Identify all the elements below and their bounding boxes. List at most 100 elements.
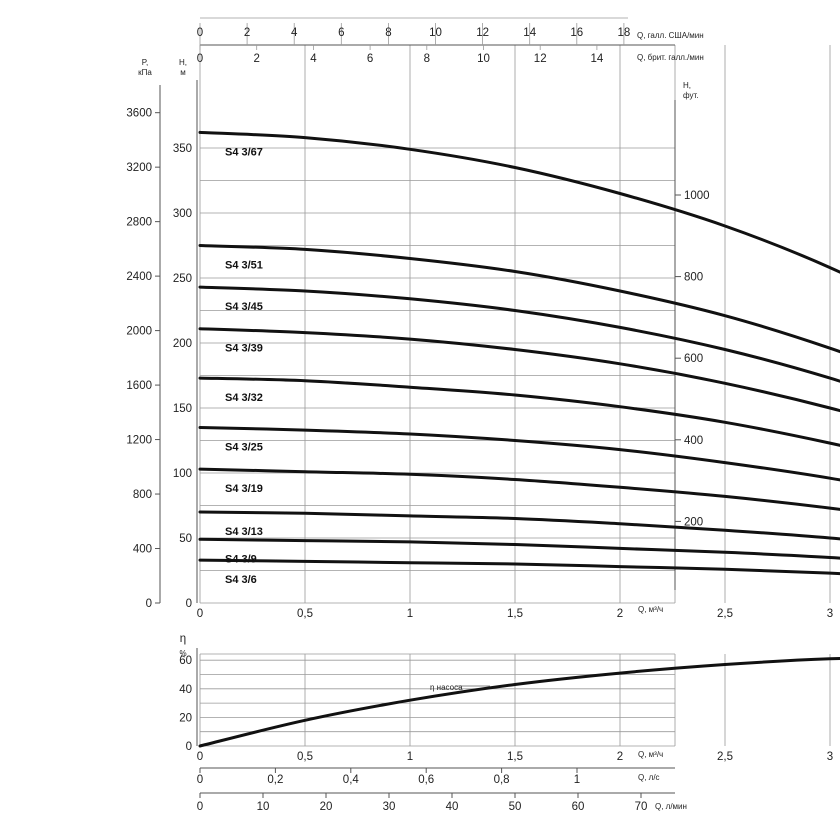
head-axis-unit: м — [180, 68, 186, 77]
lmin-tick-label: 0 — [197, 801, 203, 813]
flow-tick-label: 1 — [407, 608, 413, 620]
lmin-tick-label: 10 — [257, 801, 270, 813]
usgal-tick-label: 6 — [338, 27, 344, 39]
head-axis-title: H, — [179, 58, 187, 67]
ukgal-tick-label: 4 — [310, 53, 317, 65]
lmin-tick-label: 40 — [446, 801, 459, 813]
curve-label: S4 3/39 — [225, 343, 263, 355]
flow-axis-label: Q, м³/ч — [638, 605, 663, 614]
head-tick-label: 300 — [173, 208, 192, 220]
performance-curve — [198, 130, 840, 274]
curve-label: S4 3/25 — [225, 442, 263, 454]
flow-tick-label: 2,5 — [717, 608, 733, 620]
ukgal-tick-label: 14 — [591, 53, 604, 65]
head-tick-label: 0 — [186, 598, 192, 610]
lmin-tick-label: 60 — [572, 801, 585, 813]
ls-axis-label: Q, л/с — [638, 773, 660, 782]
pressure-tick-label: 1600 — [126, 380, 152, 392]
ukgal-tick-label: 0 — [197, 53, 203, 65]
feet-tick-label: 400 — [684, 435, 703, 447]
ukgal-tick-label: 6 — [367, 53, 373, 65]
lmin-tick-label: 30 — [383, 801, 396, 813]
flow-tick-label: 0 — [197, 608, 203, 620]
curve-label: S4 3/19 — [225, 483, 263, 495]
head-tick-label: 350 — [173, 143, 192, 155]
pressure-tick-label: 400 — [133, 544, 152, 556]
pressure-tick-label: 0 — [146, 598, 152, 610]
efficiency-annotation: η насоса — [430, 683, 463, 692]
head-tick-label: 200 — [173, 338, 192, 350]
performance-curve — [198, 426, 840, 482]
usgal-tick-label: 16 — [570, 27, 583, 39]
performance-curve — [198, 510, 840, 541]
usgal-tick-label: 10 — [429, 27, 442, 39]
feet-axis-unit: фут. — [683, 91, 699, 100]
feet-tick-label: 1000 — [684, 190, 710, 202]
ls-tick-label: 1 — [574, 774, 580, 786]
curve-label: S4 3/32 — [225, 392, 263, 404]
ukgal-axis-label: Q, брит. галл./мин — [637, 53, 704, 62]
flow-axis-label: Q, м³/ч — [638, 750, 663, 759]
feet-tick-label: 600 — [684, 353, 703, 365]
performance-curve — [198, 376, 840, 447]
efficiency-tick-label: 60 — [179, 655, 192, 667]
pressure-tick-label: 1200 — [126, 435, 152, 447]
flow-tick-label: 2 — [617, 608, 623, 620]
performance-curve — [198, 327, 840, 413]
flow-tick-label: 1,5 — [507, 751, 523, 763]
curve-label: S4 3/13 — [225, 526, 263, 538]
ls-tick-label: 0,4 — [343, 774, 360, 786]
pressure-tick-label: 2000 — [126, 326, 152, 338]
feet-tick-label: 800 — [684, 272, 703, 284]
performance-curve — [198, 537, 840, 560]
curve-label: S4 3/6 — [225, 574, 257, 586]
ukgal-tick-label: 2 — [253, 53, 259, 65]
pressure-tick-label: 2400 — [126, 271, 152, 283]
flow-tick-label: 2 — [617, 751, 623, 763]
performance-curve — [198, 558, 840, 576]
pressure-axis-unit: кПа — [138, 68, 152, 77]
usgal-tick-label: 2 — [244, 27, 250, 39]
curve-label: S4 3/67 — [225, 146, 263, 158]
feet-tick-label: 200 — [684, 516, 703, 528]
lmin-tick-label: 50 — [509, 801, 522, 813]
flow-tick-label: 3 — [827, 608, 833, 620]
performance-curve — [198, 467, 840, 511]
flow-tick-label: 0,5 — [297, 608, 313, 620]
head-tick-label: 250 — [173, 273, 192, 285]
usgal-tick-label: 0 — [197, 27, 203, 39]
performance-curve — [198, 244, 840, 354]
efficiency-tick-label: 0 — [186, 741, 192, 753]
pressure-tick-label: 3200 — [126, 162, 152, 174]
feet-axis-title: H, — [683, 81, 691, 90]
efficiency-tick-label: 40 — [179, 684, 192, 696]
curve-label: S4 3/45 — [225, 301, 263, 313]
head-tick-label: 50 — [179, 533, 192, 545]
pressure-tick-label: 800 — [133, 489, 152, 501]
flow-tick-label: 0 — [197, 751, 203, 763]
ls-tick-label: 0 — [197, 774, 203, 786]
ukgal-tick-label: 12 — [534, 53, 547, 65]
usgal-tick-label: 4 — [291, 27, 298, 39]
usgal-tick-label: 12 — [476, 27, 489, 39]
efficiency-tick-label: 20 — [179, 712, 192, 724]
usgal-tick-label: 14 — [523, 27, 536, 39]
pressure-tick-label: 3600 — [126, 108, 152, 120]
head-tick-label: 100 — [173, 468, 192, 480]
flow-tick-label: 3 — [827, 751, 833, 763]
pressure-tick-label: 2800 — [126, 217, 152, 229]
usgal-tick-label: 18 — [618, 27, 631, 39]
efficiency-axis-symbol: η — [180, 633, 186, 645]
flow-tick-label: 0,5 — [297, 751, 313, 763]
performance-curve — [198, 285, 840, 383]
flow-tick-label: 1 — [407, 751, 413, 763]
ukgal-tick-label: 10 — [477, 53, 490, 65]
ls-tick-label: 0,6 — [418, 774, 434, 786]
flow-tick-label: 2,5 — [717, 751, 733, 763]
ls-tick-label: 0,8 — [494, 774, 510, 786]
efficiency-curve — [198, 656, 840, 748]
efficiency-axis-unit: % — [179, 649, 186, 658]
flow-tick-label: 1,5 — [507, 608, 523, 620]
curve-label: S4 3/51 — [225, 260, 263, 272]
